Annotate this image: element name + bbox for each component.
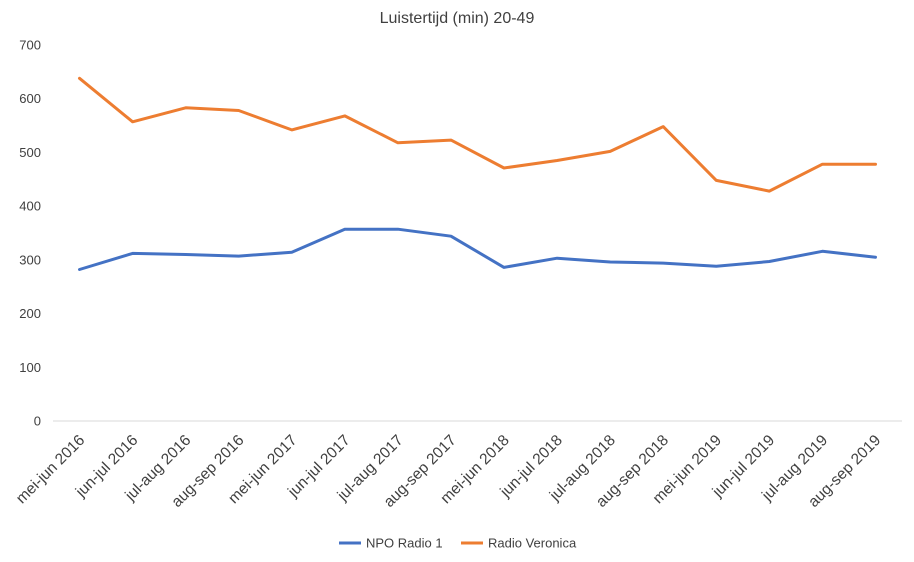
legend-label: NPO Radio 1 bbox=[366, 536, 443, 551]
x-tick-label: mei-jun 2016 bbox=[13, 432, 88, 507]
y-tick-label: 200 bbox=[19, 306, 41, 321]
y-tick-label: 0 bbox=[34, 414, 41, 429]
chart-title: Luistertijd (min) 20-49 bbox=[380, 10, 535, 27]
legend-label: Radio Veronica bbox=[488, 536, 577, 551]
y-tick-label: 600 bbox=[19, 91, 41, 106]
y-tick-label: 300 bbox=[19, 252, 41, 267]
y-axis-ticks: 0 100 200 300 400 500 600 700 bbox=[19, 38, 41, 429]
series-lines bbox=[78, 76, 877, 271]
y-tick-label: 700 bbox=[19, 38, 41, 53]
series-line bbox=[78, 227, 877, 271]
y-tick-label: 500 bbox=[19, 145, 41, 160]
series-line bbox=[78, 76, 877, 193]
legend: NPO Radio 1 Radio Veronica bbox=[339, 536, 577, 551]
y-tick-label: 100 bbox=[19, 360, 41, 375]
y-tick-label: 400 bbox=[19, 199, 41, 214]
